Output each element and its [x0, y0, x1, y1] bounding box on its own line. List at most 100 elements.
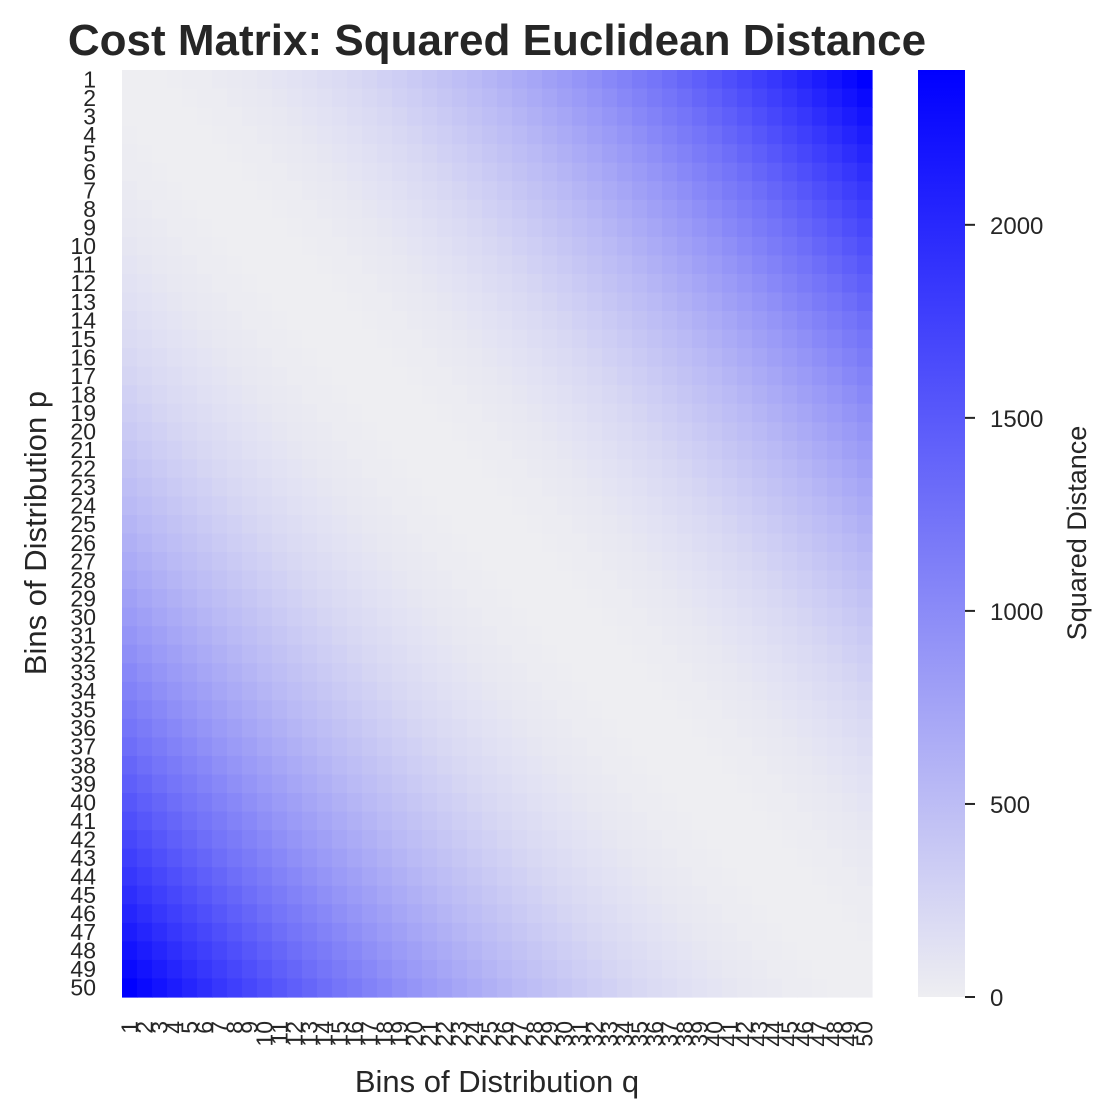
heatmap-cell	[527, 552, 543, 572]
heatmap-cell	[272, 273, 288, 294]
heatmap-cell	[242, 496, 258, 516]
heatmap-cell	[467, 236, 483, 256]
heatmap-cell	[392, 366, 408, 386]
heatmap-cell	[467, 552, 483, 572]
heatmap-cell	[632, 830, 648, 850]
heatmap-cell	[707, 644, 723, 664]
heatmap-cell	[767, 959, 783, 980]
heatmap-cell	[617, 811, 633, 831]
heatmap-cell	[437, 218, 453, 238]
heatmap-cell	[542, 311, 558, 331]
heatmap-cell	[707, 941, 723, 961]
heatmap-cell	[512, 292, 528, 312]
heatmap-cell	[482, 311, 498, 331]
heatmap-cell	[752, 144, 768, 164]
heatmap-cell	[797, 904, 813, 924]
heatmap-cell	[557, 162, 573, 182]
heatmap-cell	[227, 922, 243, 942]
heatmap-cell	[482, 403, 498, 423]
heatmap-cell	[392, 848, 408, 868]
heatmap-cell	[257, 718, 273, 739]
heatmap-cell	[812, 533, 828, 553]
heatmap-cell	[137, 941, 153, 961]
heatmap-cell	[827, 793, 843, 813]
heatmap-cell	[542, 218, 558, 238]
heatmap-cell	[122, 793, 138, 813]
heatmap-cell	[317, 125, 333, 145]
heatmap-cell	[302, 589, 318, 609]
heatmap-cell	[452, 329, 468, 349]
heatmap-cell	[152, 867, 168, 887]
heatmap-cell	[572, 959, 588, 980]
heatmap-cell	[857, 626, 873, 646]
heatmap-cell	[842, 830, 858, 850]
heatmap-cell	[137, 477, 153, 498]
heatmap-cell	[662, 663, 678, 683]
heatmap-cell	[437, 459, 453, 479]
heatmap-cell	[752, 737, 768, 757]
heatmap-cell	[812, 329, 828, 349]
heatmap-cell	[407, 125, 423, 145]
x-tick-label: 11	[267, 1021, 293, 1045]
heatmap-cell	[512, 459, 528, 479]
heatmap-cell	[437, 737, 453, 757]
heatmap-cell	[422, 570, 438, 590]
heatmap-cell	[722, 273, 738, 294]
heatmap-cell	[737, 125, 753, 145]
heatmap-cell	[827, 496, 843, 516]
heatmap-cell	[167, 329, 183, 349]
heatmap-cell	[437, 552, 453, 572]
heatmap-cell	[302, 774, 318, 794]
heatmap-cell	[617, 422, 633, 442]
heatmap-cell	[722, 88, 738, 108]
heatmap-cell	[362, 904, 378, 924]
heatmap-cell	[572, 403, 588, 423]
heatmap-cell	[722, 848, 738, 868]
heatmap-cell	[617, 718, 633, 739]
heatmap-cell	[587, 959, 603, 980]
heatmap-cell	[587, 218, 603, 238]
heatmap-cell	[827, 403, 843, 423]
heatmap-cell	[572, 459, 588, 479]
heatmap-cell	[767, 607, 783, 627]
heatmap-cell	[257, 88, 273, 108]
heatmap-cell	[437, 904, 453, 924]
heatmap-cell	[122, 422, 138, 442]
x-tick-label: 10	[252, 1021, 278, 1047]
heatmap-cell	[857, 718, 873, 739]
heatmap-cell	[167, 403, 183, 423]
heatmap-cell	[377, 329, 393, 349]
heatmap-cell	[722, 311, 738, 331]
heatmap-cell	[332, 885, 348, 905]
heatmap-cell	[377, 403, 393, 423]
heatmap-cell	[227, 589, 243, 609]
heatmap-cell	[242, 348, 258, 368]
heatmap-cell	[587, 385, 603, 405]
heatmap-cell	[512, 885, 528, 905]
heatmap-cell	[137, 440, 153, 460]
heatmap-cell	[302, 88, 318, 108]
heatmap-cell	[617, 867, 633, 887]
heatmap-cell	[332, 162, 348, 182]
heatmap-cell	[137, 88, 153, 108]
heatmap-cell	[557, 366, 573, 386]
heatmap-cell	[302, 70, 318, 90]
heatmap-cell	[737, 978, 753, 998]
heatmap-cell	[782, 941, 798, 961]
heatmap-cell	[152, 348, 168, 368]
heatmap-cell	[617, 904, 633, 924]
heatmap-cell	[167, 755, 183, 776]
heatmap-cell	[437, 570, 453, 590]
heatmap-cell	[542, 848, 558, 868]
heatmap-cell	[557, 181, 573, 201]
heatmap-cell	[302, 552, 318, 572]
heatmap-cell	[647, 959, 663, 980]
heatmap-cell	[347, 589, 363, 609]
heatmap-cell	[557, 700, 573, 720]
heatmap-cell	[377, 552, 393, 572]
heatmap-cell	[797, 589, 813, 609]
heatmap-cell	[587, 311, 603, 331]
heatmap-cell	[167, 700, 183, 720]
heatmap-cell	[392, 755, 408, 776]
heatmap-cell	[227, 144, 243, 164]
